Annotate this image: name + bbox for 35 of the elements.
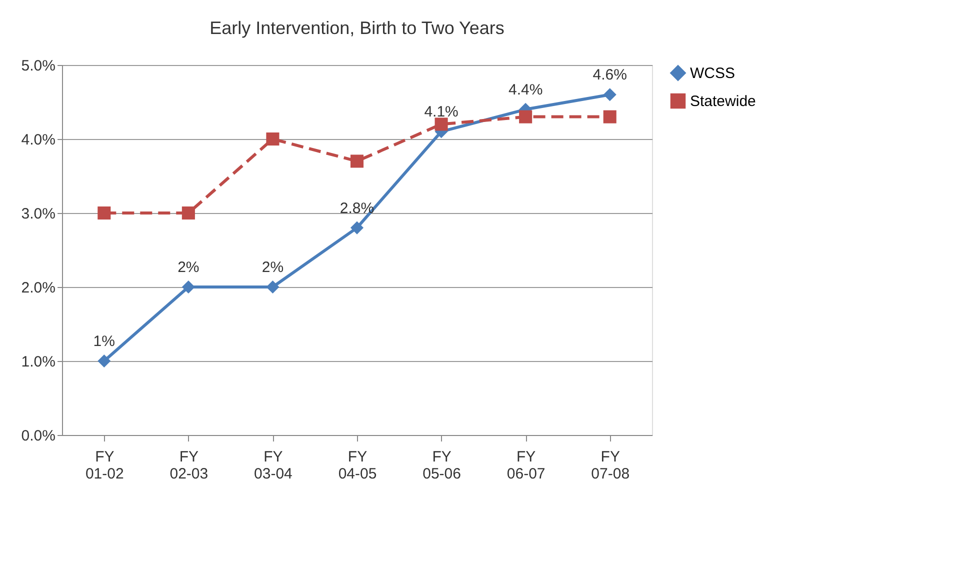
y-tick-label: 1.0% bbox=[21, 354, 56, 370]
data-label: 2% bbox=[178, 259, 200, 276]
y-tick-label: 0.0% bbox=[21, 428, 56, 444]
point bbox=[182, 280, 195, 294]
data-label: 4.6% bbox=[592, 66, 627, 84]
data-label: 4.1% bbox=[424, 104, 458, 121]
point bbox=[98, 206, 111, 220]
point bbox=[266, 132, 280, 146]
x-tick-label: FY 06-07 bbox=[506, 448, 546, 482]
point bbox=[434, 118, 448, 131]
point bbox=[98, 354, 111, 368]
point bbox=[603, 88, 616, 102]
x-tick-label: FY 03-04 bbox=[254, 448, 292, 482]
data-label: 2% bbox=[262, 259, 284, 276]
data-label: 2.8% bbox=[340, 200, 374, 217]
legend-label: Statewide bbox=[690, 93, 756, 110]
data-label: 4.4% bbox=[508, 81, 543, 98]
y-tick-label: 2.0% bbox=[21, 280, 56, 296]
x-tick-label: FY 02-03 bbox=[170, 448, 208, 482]
point bbox=[350, 221, 364, 234]
x-tick-label: FY 07-08 bbox=[591, 448, 630, 482]
point bbox=[350, 154, 364, 168]
y-tick-label: 5.0% bbox=[21, 58, 56, 74]
y-tick-label: 4.0% bbox=[21, 132, 56, 148]
x-tick-label: FY 05-06 bbox=[422, 448, 461, 482]
y-tick-label: 3.0% bbox=[21, 206, 56, 222]
data-label: 1% bbox=[93, 333, 115, 350]
x-tick-label: FY 01-02 bbox=[85, 448, 124, 482]
legend-label: WCSS bbox=[690, 65, 735, 82]
chart-title: Early Intervention, Birth to Two Years bbox=[210, 18, 504, 38]
point bbox=[603, 110, 616, 124]
point bbox=[182, 206, 195, 220]
x-tick-label: FY 04-05 bbox=[338, 448, 377, 482]
point bbox=[519, 110, 532, 124]
point bbox=[266, 280, 280, 294]
